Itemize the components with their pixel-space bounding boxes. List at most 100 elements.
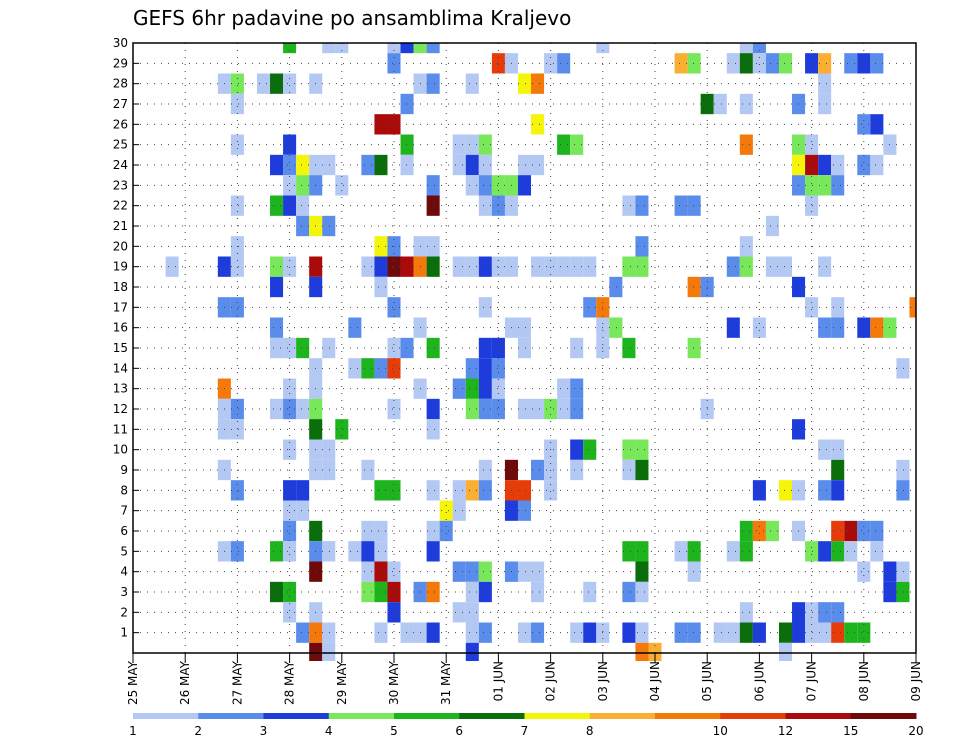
ensemble-cell xyxy=(400,337,414,359)
ensemble-cell xyxy=(609,317,623,338)
ensemble-cell xyxy=(270,337,284,359)
ensemble-cell xyxy=(596,43,610,54)
ensemble-cell xyxy=(635,236,649,257)
colorbar: 1 2 3 4 5 6 7 8 10 12 15 20 xyxy=(129,713,924,738)
ensemble-cell xyxy=(387,114,401,135)
ensemble-cell xyxy=(322,215,336,237)
ensemble-cell xyxy=(322,459,336,481)
ensemble-cell xyxy=(283,175,297,196)
ensemble-cell xyxy=(831,317,845,338)
ensemble-cell xyxy=(465,642,479,661)
ensemble-cell xyxy=(270,195,284,216)
ensemble-cell xyxy=(348,541,362,562)
ensemble-cell xyxy=(739,134,753,155)
ensemble-cell xyxy=(491,53,505,74)
ensemble-cell xyxy=(283,134,297,155)
ensemble-cell xyxy=(491,337,505,359)
ensemble-cell xyxy=(531,459,545,481)
colorbar-label: 10 xyxy=(713,724,728,738)
ensemble-cell xyxy=(426,43,440,54)
ensemble-cell xyxy=(452,378,466,399)
ensemble-cell xyxy=(805,154,819,176)
ensemble-cell xyxy=(387,561,401,582)
ensemble-cell xyxy=(622,459,636,481)
ensemble-cell xyxy=(687,561,701,582)
ensemble-cell xyxy=(517,337,532,359)
ensemble-cell xyxy=(374,561,388,582)
ensemble-cell xyxy=(478,154,492,176)
colorbar-swatch xyxy=(655,713,721,719)
ensemble-cell xyxy=(491,256,505,277)
ensemble-cell xyxy=(870,114,884,135)
ensemble-cell xyxy=(739,541,753,562)
ensemble-cell xyxy=(674,622,688,643)
x-tick-label: 31 MAY xyxy=(439,660,453,705)
y-tick-label: 24 xyxy=(113,158,128,172)
ensemble-cell xyxy=(674,541,688,562)
ensemble-cell xyxy=(674,195,688,216)
ensemble-cell xyxy=(426,622,440,643)
ensemble-cell xyxy=(400,134,414,155)
ensemble-cell xyxy=(531,114,545,135)
ensemble-cell xyxy=(778,256,793,277)
ensemble-cell xyxy=(857,53,871,74)
ensemble-cell xyxy=(870,541,884,562)
ensemble-cell xyxy=(465,398,479,420)
ensemble-cell xyxy=(478,134,492,155)
ensemble-cell xyxy=(713,93,727,115)
ensemble-cell xyxy=(322,439,336,460)
ensemble-cell xyxy=(283,480,297,501)
ensemble-cell xyxy=(635,561,649,582)
ensemble-cell xyxy=(739,520,753,542)
ensemble-cell xyxy=(778,53,793,74)
ensemble-cell xyxy=(230,195,244,216)
ensemble-cell xyxy=(374,480,388,501)
ensemble-cell xyxy=(426,480,440,501)
x-tick-label: 04 JUN xyxy=(648,661,662,701)
colorbar-swatch xyxy=(198,713,264,719)
ensemble-cell xyxy=(465,602,479,623)
ensemble-cell xyxy=(322,642,336,661)
ensemble-cell xyxy=(400,622,414,643)
ensemble-cell xyxy=(230,398,244,420)
ensemble-cell xyxy=(374,581,388,603)
ensemble-cell xyxy=(818,622,832,643)
ensemble-cell xyxy=(230,134,244,155)
ensemble-cell xyxy=(544,398,558,420)
ensemble-cell xyxy=(635,581,649,603)
ensemble-cell xyxy=(609,276,623,298)
ensemble-cell xyxy=(452,602,466,623)
ensemble-cell xyxy=(296,175,310,196)
ensemble-cell xyxy=(687,276,701,298)
ensemble-cell xyxy=(870,317,884,338)
x-tick-label: 29 MAY xyxy=(335,660,349,705)
y-tick-label: 9 xyxy=(120,463,128,477)
x-tick-label: 27 MAY xyxy=(230,660,244,705)
colorbar-label: 12 xyxy=(778,724,793,738)
colorbar-swatch xyxy=(720,713,786,719)
x-tick-label: 28 MAY xyxy=(283,660,297,705)
ensemble-cell xyxy=(570,256,584,277)
ensemble-cell xyxy=(283,195,297,216)
ensemble-cell xyxy=(896,581,910,603)
ensemble-cell xyxy=(896,480,910,501)
ensemble-cell xyxy=(361,358,375,379)
ensemble-cell xyxy=(374,520,388,542)
ensemble-cell xyxy=(283,541,297,562)
ensemble-cell xyxy=(896,358,910,379)
ensemble-cell xyxy=(361,561,375,582)
ensemble-cell xyxy=(283,73,297,94)
x-tick-label: 09 JUN xyxy=(909,661,923,701)
ensemble-cell xyxy=(283,43,297,54)
ensemble-cell xyxy=(283,378,297,399)
ensemble-cell xyxy=(374,358,388,379)
ensemble-cell xyxy=(857,561,871,582)
ensemble-cell xyxy=(400,43,414,54)
ensemble-cell xyxy=(283,602,297,623)
ensemble-cell xyxy=(517,154,532,176)
colorbar-swatch xyxy=(459,713,525,719)
colorbar-label: 3 xyxy=(260,724,268,738)
y-tick-label: 14 xyxy=(113,361,128,375)
ensemble-cell xyxy=(844,622,858,643)
ensemble-cell xyxy=(465,256,479,277)
